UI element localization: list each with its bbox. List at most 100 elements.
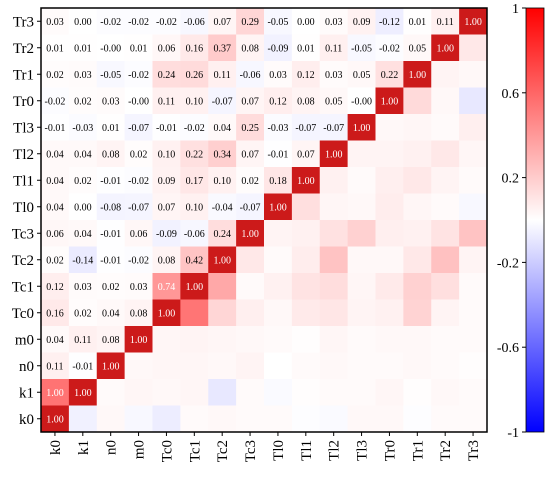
cell-label-Tr3-m0: -0.02 <box>128 17 149 28</box>
heatmap-cell-Tl0-Tc2 <box>208 193 237 221</box>
heatmap-cell-Tl2-m0 <box>124 140 153 168</box>
heatmap-cell-Tl3-Tr3 <box>459 114 488 141</box>
heatmap-cell-Tc1-Tr2 <box>431 273 460 300</box>
heatmap-cell-Tl1-k0 <box>41 167 70 194</box>
heatmap-cell-k0-Tc0 <box>152 405 181 433</box>
heatmap-cell-n0-Tr1 <box>403 352 432 380</box>
heatmap-cell-Tc3-Tc3 <box>236 220 265 247</box>
x-tick-label-Tc1: Tc1 <box>187 440 203 462</box>
heatmap-cell-Tr3-Tc2 <box>208 8 237 35</box>
cell-label-Tl1-Tc2: 0.10 <box>213 176 231 187</box>
heatmap-cell-Tc3-m0 <box>124 220 153 247</box>
x-tick-label-Tc2: Tc2 <box>215 440 231 462</box>
heatmap-cell-Tc3-Tr3 <box>459 220 488 247</box>
cell-label-Tc3-k0: 0.06 <box>46 229 64 240</box>
heatmap-cell-Tc0-Tl2 <box>319 299 349 327</box>
cell-label-Tr0-Tl0: 0.12 <box>269 96 287 107</box>
cell-label-Tr2-Tr1: 0.05 <box>409 43 427 54</box>
heatmap-cell-Tc1-Tc0 <box>152 273 181 300</box>
heatmap-cell-Tr0-k0 <box>41 87 70 115</box>
cell-label-Tl1-k1: 0.02 <box>74 176 92 187</box>
heatmap-cell-Tl2-Tr3 <box>459 140 488 168</box>
heatmap-cell-Tr0-Tl1 <box>291 87 321 115</box>
heatmap-cell-Tr1-Tr1 <box>403 61 432 88</box>
colorbar-tick-label-4: -0.6 <box>497 341 519 356</box>
heatmap-cell-Tc1-Tl2 <box>319 273 349 300</box>
heatmap-cell-Tc1-Tr0 <box>375 273 404 300</box>
heatmap-cell-Tl0-Tr1 <box>403 193 432 221</box>
heatmap-cell-n0-m0 <box>124 352 153 380</box>
heatmap-cell-Tl2-k0 <box>41 140 70 168</box>
cell-label-Tr1-Tl2: 0.03 <box>325 70 343 81</box>
heatmap-cell-Tr2-Tl3 <box>347 34 376 62</box>
heatmap-cell-Tc3-Tr2 <box>431 220 460 247</box>
cell-label-Tr2-Tc0: 0.06 <box>158 43 176 54</box>
heatmap-cell-n0-Tc1 <box>180 352 209 380</box>
heatmap-cell-Tr1-k1 <box>68 61 98 88</box>
heatmap-cells <box>41 8 488 433</box>
cell-label-Tl0-n0: -0.08 <box>100 202 121 213</box>
cell-label-Tc3-k1: 0.04 <box>74 229 92 240</box>
heatmap-cell-k1-Tc0 <box>152 379 181 406</box>
heatmap-cell-Tl2-Tl0 <box>264 140 293 168</box>
cell-label-Tr1-m0: -0.02 <box>128 70 149 81</box>
cell-label-Tc1-m0: 0.03 <box>130 282 148 293</box>
cell-label-Tr3-Tc0: -0.02 <box>156 17 177 28</box>
heatmap-cell-n0-Tl1 <box>291 352 321 380</box>
heatmap-cell-Tc3-Tl1 <box>291 220 321 247</box>
heatmap-cell-n0-Tl3 <box>347 352 376 380</box>
x-tick-label-m0: m0 <box>132 440 148 459</box>
heatmap-cell-Tl0-n0 <box>96 193 126 221</box>
cell-label-n0-n0: 1.00 <box>102 361 120 372</box>
heatmap-cell-Tr0-Tc2 <box>208 87 237 115</box>
heatmap-cell-k0-Tr3 <box>459 405 488 433</box>
cell-label-Tr3-Tr3: 1.00 <box>464 17 482 28</box>
cell-label-Tr1-Tc3: -0.06 <box>240 70 261 81</box>
heatmap-cell-Tc2-Tc3 <box>236 246 265 274</box>
heatmap-cell-Tc1-Tl3 <box>347 273 376 300</box>
heatmap-cell-k1-Tc2 <box>208 379 237 406</box>
x-tick-label-k0: k0 <box>48 440 64 455</box>
heatmap-cell-m0-k1 <box>68 326 98 353</box>
y-tick-label-Tl0: Tl0 <box>13 200 34 216</box>
heatmap-cell-Tr3-n0 <box>96 8 126 35</box>
cell-label-Tl2-k1: 0.04 <box>74 149 92 160</box>
heatmap-cell-Tl3-m0 <box>124 114 153 141</box>
heatmap-cell-Tl3-n0 <box>96 114 126 141</box>
heatmap-cell-m0-Tc3 <box>236 326 265 353</box>
heatmap-cell-Tl2-Tr2 <box>431 140 460 168</box>
cell-label-Tr1-n0: -0.05 <box>100 70 121 81</box>
heatmap-cell-Tl2-Tl3 <box>347 140 376 168</box>
cell-label-Tr2-n0: -0.00 <box>100 43 121 54</box>
x-tick-label-Tl3: Tl3 <box>355 440 371 461</box>
cell-label-Tl0-k0: 0.04 <box>46 202 64 213</box>
heatmap-cell-Tl0-Tr0 <box>375 193 404 221</box>
cell-label-Tr1-Tr0: 0.22 <box>381 70 399 81</box>
heatmap-cell-Tr0-n0 <box>96 87 126 115</box>
heatmap-cell-n0-Tc2 <box>208 352 237 380</box>
cell-label-Tr2-Tl3: -0.05 <box>351 43 372 54</box>
heatmap-cell-Tc2-Tr2 <box>431 246 460 274</box>
cell-label-Tl3-Tc2: 0.04 <box>213 123 231 134</box>
heatmap-cell-Tr0-Tc0 <box>152 87 181 115</box>
heatmap-cell-Tc3-Tc0 <box>152 220 181 247</box>
y-tick-label-n0: n0 <box>19 359 34 375</box>
heatmap-cell-Tl3-k0 <box>41 114 70 141</box>
heatmap-cell-k1-Tr2 <box>431 379 460 406</box>
heatmap-cell-Tc1-Tr1 <box>403 273 432 300</box>
heatmap-cell-m0-Tc1 <box>180 326 209 353</box>
heatmap-cell-m0-m0 <box>124 326 153 353</box>
heatmap-cell-n0-Tr2 <box>431 352 460 380</box>
heatmap-cell-Tl3-Tr0 <box>375 114 404 141</box>
x-tick-label-Tc0: Tc0 <box>159 440 175 462</box>
cell-label-Tc3-Tc3: 1.00 <box>241 229 259 240</box>
cell-label-Tr0-m0: -0.00 <box>128 96 149 107</box>
heatmap-cell-n0-Tc3 <box>236 352 265 380</box>
heatmap-cell-Tc0-Tl0 <box>264 299 293 327</box>
x-tick-label-Tr0: Tr0 <box>382 440 398 461</box>
heatmap-cell-k1-Tr1 <box>403 379 432 406</box>
cell-label-Tr3-Tl2: 0.03 <box>325 17 343 28</box>
cell-label-Tl2-Tl1: 0.07 <box>297 149 315 160</box>
heatmap-cell-k1-k1 <box>68 379 98 406</box>
heatmap-cell-Tl2-k1 <box>68 140 98 168</box>
